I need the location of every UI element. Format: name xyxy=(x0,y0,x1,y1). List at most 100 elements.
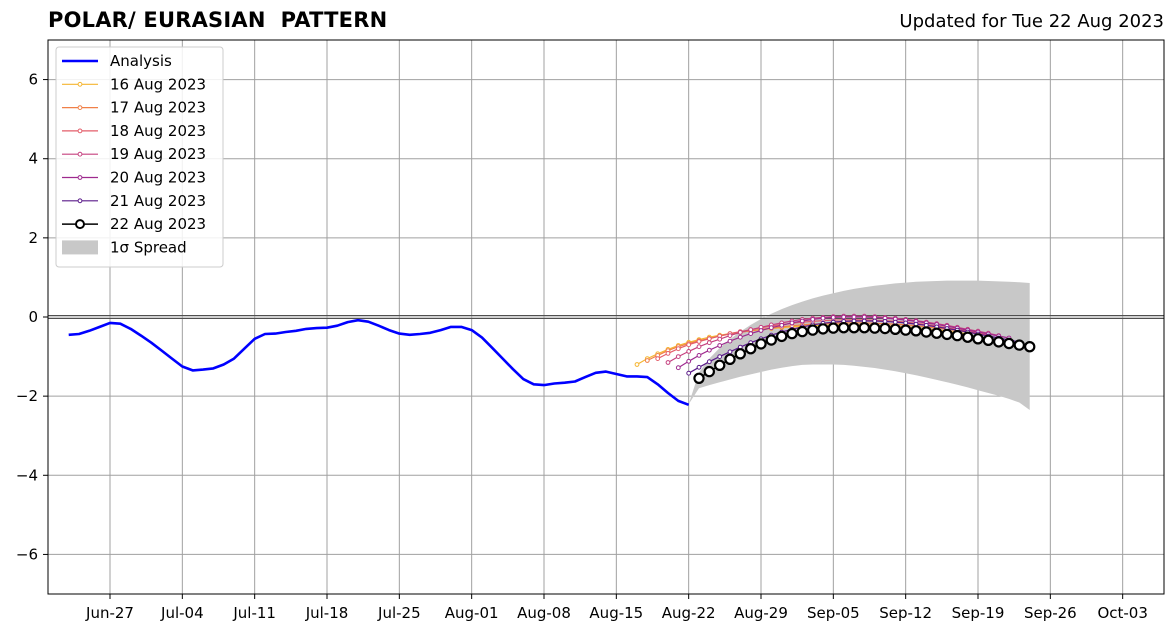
point-forecast-6-17 xyxy=(869,322,881,334)
legend-label-5: 20 Aug 2023 xyxy=(110,169,206,187)
point-forecast-6-28 xyxy=(982,334,995,346)
legend-entry-2: 17 Aug 2023 xyxy=(62,99,206,117)
point-forecast-2-1 xyxy=(665,351,671,356)
point-forecast-5-4 xyxy=(727,349,733,355)
point-forecast-6-7 xyxy=(765,334,778,346)
point-forecast-6-2 xyxy=(714,359,726,371)
point-forecast-2-0 xyxy=(655,356,661,362)
legend-label-7: 22 Aug 2023 xyxy=(110,215,206,233)
point-forecast-6-25 xyxy=(951,329,964,342)
legend-marker-7 xyxy=(75,219,85,230)
point-forecast-2-4 xyxy=(696,339,702,344)
point-forecast-6-0 xyxy=(693,372,705,384)
legend-label-1: 16 Aug 2023 xyxy=(110,75,206,93)
point-forecast-4-7 xyxy=(748,331,754,337)
point-forecast-6-15 xyxy=(848,322,860,334)
legend-marker-1 xyxy=(77,81,83,87)
x-tick-label-8: Aug-22 xyxy=(662,604,716,622)
point-forecast-4-6 xyxy=(737,334,743,340)
legend-label-4: 19 Aug 2023 xyxy=(110,145,206,163)
x-tick-label-0: Jun-27 xyxy=(85,604,134,622)
point-forecast-6-3 xyxy=(724,353,736,365)
point-forecast-3-7 xyxy=(737,330,743,335)
point-forecast-6-29 xyxy=(993,336,1005,348)
x-tick-label-2: Jul-11 xyxy=(232,604,276,622)
point-forecast-6-26 xyxy=(962,331,974,343)
legend-label-6: 21 Aug 2023 xyxy=(110,192,206,210)
point-forecast-4-2 xyxy=(696,353,702,358)
legend-entry-5: 20 Aug 2023 xyxy=(62,169,206,187)
point-forecast-5-3 xyxy=(717,354,723,360)
x-tick-label-6: Aug-08 xyxy=(517,604,571,622)
point-forecast-4-16 xyxy=(841,314,847,320)
x-tick-label-11: Sep-12 xyxy=(879,604,932,622)
point-forecast-5-20 xyxy=(892,319,898,325)
legend-entry-0: Analysis xyxy=(62,52,172,70)
y-tick-label-6: 6 xyxy=(28,71,38,89)
y-tick-label-5: 4 xyxy=(28,150,38,168)
y-tick-label-2: −2 xyxy=(16,387,38,405)
point-forecast-3-2 xyxy=(686,349,692,354)
point-forecast-6-13 xyxy=(827,322,840,334)
point-forecast-6-5 xyxy=(745,343,757,355)
point-forecast-4-12 xyxy=(799,318,805,324)
legend-entry-4: 19 Aug 2023 xyxy=(62,145,206,163)
point-forecast-2-3 xyxy=(686,342,692,348)
point-forecast-3-5 xyxy=(717,336,723,342)
point-forecast-6-22 xyxy=(920,326,933,338)
point-forecast-6-10 xyxy=(796,325,809,338)
point-forecast-6-4 xyxy=(734,348,747,360)
point-forecast-3-6 xyxy=(727,333,733,339)
point-forecast-6-23 xyxy=(931,327,943,339)
point-forecast-3-1 xyxy=(675,354,681,360)
zero-line-layer xyxy=(48,315,1164,319)
legend-label-2: 17 Aug 2023 xyxy=(110,99,206,117)
point-forecast-6-8 xyxy=(776,330,788,343)
point-forecast-5-0 xyxy=(686,370,692,376)
point-forecast-4-4 xyxy=(717,343,723,348)
point-forecast-5-1 xyxy=(696,364,702,370)
point-forecast-3-8 xyxy=(748,327,754,333)
point-forecast-4-17 xyxy=(851,314,857,320)
point-forecast-0-0 xyxy=(634,362,640,367)
chart-title: POLAR/ EURASIAN PATTERN xyxy=(48,8,388,32)
y-tick-label-4: 2 xyxy=(28,229,38,247)
legend-marker-4 xyxy=(77,151,83,157)
x-tick-label-12: Sep-19 xyxy=(952,604,1005,622)
spread-band xyxy=(688,280,1030,410)
point-forecast-6-18 xyxy=(879,322,891,335)
point-forecast-4-10 xyxy=(779,322,785,328)
series-forecast-6 xyxy=(693,322,1036,384)
point-forecast-4-3 xyxy=(706,347,712,353)
point-forecast-6-9 xyxy=(786,327,798,340)
series-layer xyxy=(68,313,1036,407)
legend-marker-6 xyxy=(77,198,83,204)
point-forecast-6-27 xyxy=(972,333,984,345)
point-forecast-6-31 xyxy=(1013,339,1026,351)
legend-label-3: 18 Aug 2023 xyxy=(110,122,206,140)
legend-entry-1: 16 Aug 2023 xyxy=(62,75,206,93)
point-forecast-4-14 xyxy=(820,315,826,321)
legend-box xyxy=(55,46,224,268)
point-forecast-4-5 xyxy=(727,338,733,344)
legend-entry-6: 21 Aug 2023 xyxy=(62,192,206,210)
x-tick-label-3: Jul-18 xyxy=(305,604,349,622)
point-forecast-5-21 xyxy=(903,320,909,326)
point-forecast-4-11 xyxy=(789,320,795,326)
point-forecast-2-2 xyxy=(675,346,681,352)
legend-marker-3 xyxy=(77,128,83,134)
x-tick-label-4: Jul-25 xyxy=(377,604,421,622)
point-forecast-6-21 xyxy=(910,325,922,337)
axis-layer: Jun-27 Jul-04 Jul-11 Jul-18 Jul-25 Aug-01 Aug-… xyxy=(16,39,1165,622)
point-forecast-3-4 xyxy=(706,340,712,346)
y-tick-label-1: −4 xyxy=(16,466,38,484)
legend-entry-8: 1σ Spread xyxy=(62,238,187,256)
point-forecast-4-0 xyxy=(675,365,681,371)
legend-marker-5 xyxy=(77,175,83,180)
point-forecast-6-1 xyxy=(703,365,716,378)
x-tick-label-7: Aug-15 xyxy=(589,604,643,622)
y-tick-label-0: −6 xyxy=(16,545,38,563)
point-forecast-6-12 xyxy=(817,323,829,335)
